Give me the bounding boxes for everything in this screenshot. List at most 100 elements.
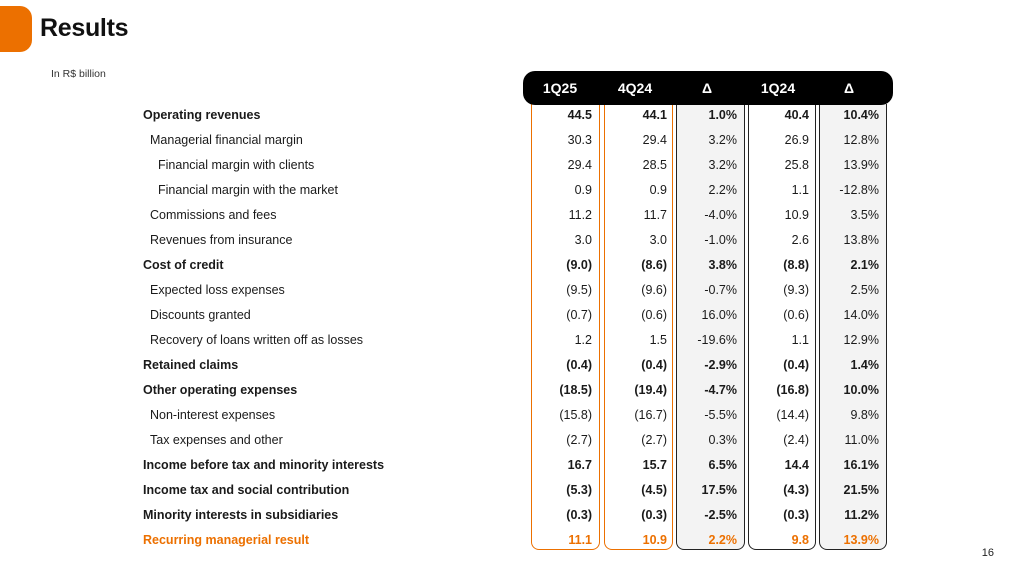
row-value-col-4: 10.0% — [843, 383, 879, 397]
row-value-col-1: (16.7) — [634, 408, 667, 422]
table-row: Tax expenses and other (2.7) (2.7) 0.3% (2.4… — [0, 429, 1019, 454]
row-value-col-1: (2.7) — [641, 433, 667, 447]
row-value-col-3: 10.9 — [784, 208, 809, 222]
column-box-4q24 — [604, 104, 673, 550]
row-value-col-3: 14.4 — [784, 458, 809, 472]
row-value-col-3: 1.1 — [791, 183, 809, 197]
row-value-col-4: 14.0% — [843, 308, 879, 322]
row-label: Revenues from insurance — [150, 233, 293, 247]
row-label: Financial margin with clients — [158, 158, 315, 172]
row-value-col-3: (8.8) — [783, 258, 809, 272]
row-value-col-2: 6.5% — [708, 458, 738, 472]
row-label: Retained claims — [143, 358, 239, 372]
row-value-col-4: 12.8% — [843, 133, 879, 147]
row-label: Tax expenses and other — [150, 433, 283, 447]
row-value-col-1: (9.6) — [641, 283, 667, 297]
column-box-delta-qoq — [676, 104, 745, 550]
row-value-col-1: 15.7 — [642, 458, 667, 472]
column-header-bar: 1Q25 4Q24 Δ 1Q24 Δ — [523, 71, 893, 105]
table-row: Commissions and fees 11.2 11.7 -4.0% 10.9 3.5… — [0, 204, 1019, 229]
row-value-col-1: (8.6) — [641, 258, 667, 272]
row-value-col-2: 0.3% — [708, 433, 738, 447]
row-value-col-1: 29.4 — [642, 133, 667, 147]
table-row: Minority interests in subsidiaries (0.3) (… — [0, 504, 1019, 529]
row-value-col-0: (5.3) — [566, 483, 592, 497]
row-value-col-4: 11.0% — [844, 433, 879, 447]
table-row: Non-interest expenses (15.8) (16.7) -5.5% (1… — [0, 404, 1019, 429]
row-value-col-0: 3.0 — [574, 233, 592, 247]
row-value-col-2: -2.5% — [704, 508, 737, 522]
row-value-col-0: 16.7 — [567, 458, 592, 472]
row-value-col-2: 3.8% — [708, 258, 738, 272]
row-label: Recurring managerial result — [143, 533, 310, 547]
row-value-col-3: (14.4) — [776, 408, 809, 422]
row-value-col-2: -19.6% — [697, 333, 737, 347]
row-value-col-0: 30.3 — [567, 133, 592, 147]
row-value-col-2: -5.5% — [704, 408, 737, 422]
row-value-col-0: 44.5 — [567, 108, 592, 122]
row-value-col-0: (9.5) — [566, 283, 592, 297]
column-box-1q25 — [531, 104, 600, 550]
row-value-col-0: 29.4 — [567, 158, 592, 172]
row-value-col-3: (0.4) — [783, 358, 809, 372]
column-header-1q25: 1Q25 — [542, 80, 578, 96]
row-value-col-1: (19.4) — [634, 383, 667, 397]
row-value-col-0: (9.0) — [566, 258, 592, 272]
row-value-col-4: 16.1% — [843, 458, 879, 472]
table-row: Recurring managerial result 11.1 10.9 2.2% 9… — [0, 529, 1019, 554]
row-value-col-1: 0.9 — [649, 183, 667, 197]
table-row: Operating revenues 44.5 44.1 1.0% 40.4 10.4% — [0, 104, 1019, 129]
row-value-col-3: 1.1 — [791, 333, 809, 347]
table-row: Expected loss expenses (9.5) (9.6) -0.7% (9.… — [0, 279, 1019, 304]
table-row: Revenues from insurance 3.0 3.0 -1.0% 2.6 13.… — [0, 229, 1019, 254]
row-value-col-3: 2.6 — [791, 233, 809, 247]
row-value-col-4: 1.4% — [850, 358, 880, 372]
table-row: Cost of credit (9.0) (8.6) 3.8% (8.8) 2.1% — [0, 254, 1019, 279]
row-value-col-1: (0.4) — [641, 358, 667, 372]
row-value-col-1: (0.6) — [641, 308, 667, 322]
row-label: Income before tax and minority interests — [143, 458, 385, 472]
row-value-col-0: (0.4) — [566, 358, 592, 372]
row-value-col-4: 13.8% — [843, 233, 879, 247]
row-value-col-0: 11.2 — [568, 208, 592, 222]
table-row: Income tax and social contribution (5.3) (… — [0, 479, 1019, 504]
table-row: Financial margin with the market 0.9 0.9 2.… — [0, 179, 1019, 204]
row-value-col-1: 10.9 — [642, 533, 667, 547]
page-title: Results — [40, 14, 129, 42]
row-value-col-2: 3.2% — [708, 133, 738, 147]
row-value-col-1: 3.0 — [649, 233, 667, 247]
row-value-col-4: 13.9% — [843, 158, 879, 172]
row-label: Operating revenues — [143, 108, 261, 122]
row-value-col-4: 3.5% — [850, 208, 880, 222]
row-value-col-3: (0.3) — [783, 508, 809, 522]
row-value-col-2: 1.0% — [708, 108, 738, 122]
row-label: Discounts granted — [150, 308, 251, 322]
row-value-col-4: 10.4% — [843, 108, 879, 122]
row-value-col-3: 40.4 — [784, 108, 809, 122]
row-value-col-3: (9.3) — [783, 283, 809, 297]
row-value-col-3: (0.6) — [783, 308, 809, 322]
table-row: Discounts granted (0.7) (0.6) 16.0% (0.6) 14.… — [0, 304, 1019, 329]
row-value-col-1: (4.5) — [641, 483, 667, 497]
page-number: 16 — [981, 547, 994, 559]
table-row: Other operating expenses (18.5) (19.4) -4.7… — [0, 379, 1019, 404]
row-value-col-1: 1.5 — [649, 333, 667, 347]
row-value-col-3: (4.3) — [783, 483, 809, 497]
row-value-col-2: -4.7% — [704, 383, 737, 397]
row-value-col-2: 2.2% — [708, 183, 738, 197]
table-row: Financial margin with clients 29.4 28.5 3.2… — [0, 154, 1019, 179]
row-value-col-0: 0.9 — [574, 183, 592, 197]
column-header-4q24: 4Q24 — [617, 80, 653, 96]
row-value-col-2: 3.2% — [708, 158, 738, 172]
row-value-col-1: 11.7 — [643, 208, 667, 222]
row-value-col-4: 2.5% — [850, 283, 880, 297]
row-value-col-3: 9.8 — [791, 533, 809, 547]
row-label: Managerial financial margin — [150, 133, 303, 147]
row-value-col-4: 13.9% — [843, 533, 879, 547]
row-value-col-2: 17.5% — [701, 483, 737, 497]
row-value-col-2: -0.7% — [704, 283, 737, 297]
row-label: Non-interest expenses — [150, 408, 276, 422]
row-value-col-4: 21.5% — [843, 483, 879, 497]
column-header-delta-qoq: Δ — [701, 80, 713, 96]
row-label: Minority interests in subsidiaries — [143, 508, 339, 522]
